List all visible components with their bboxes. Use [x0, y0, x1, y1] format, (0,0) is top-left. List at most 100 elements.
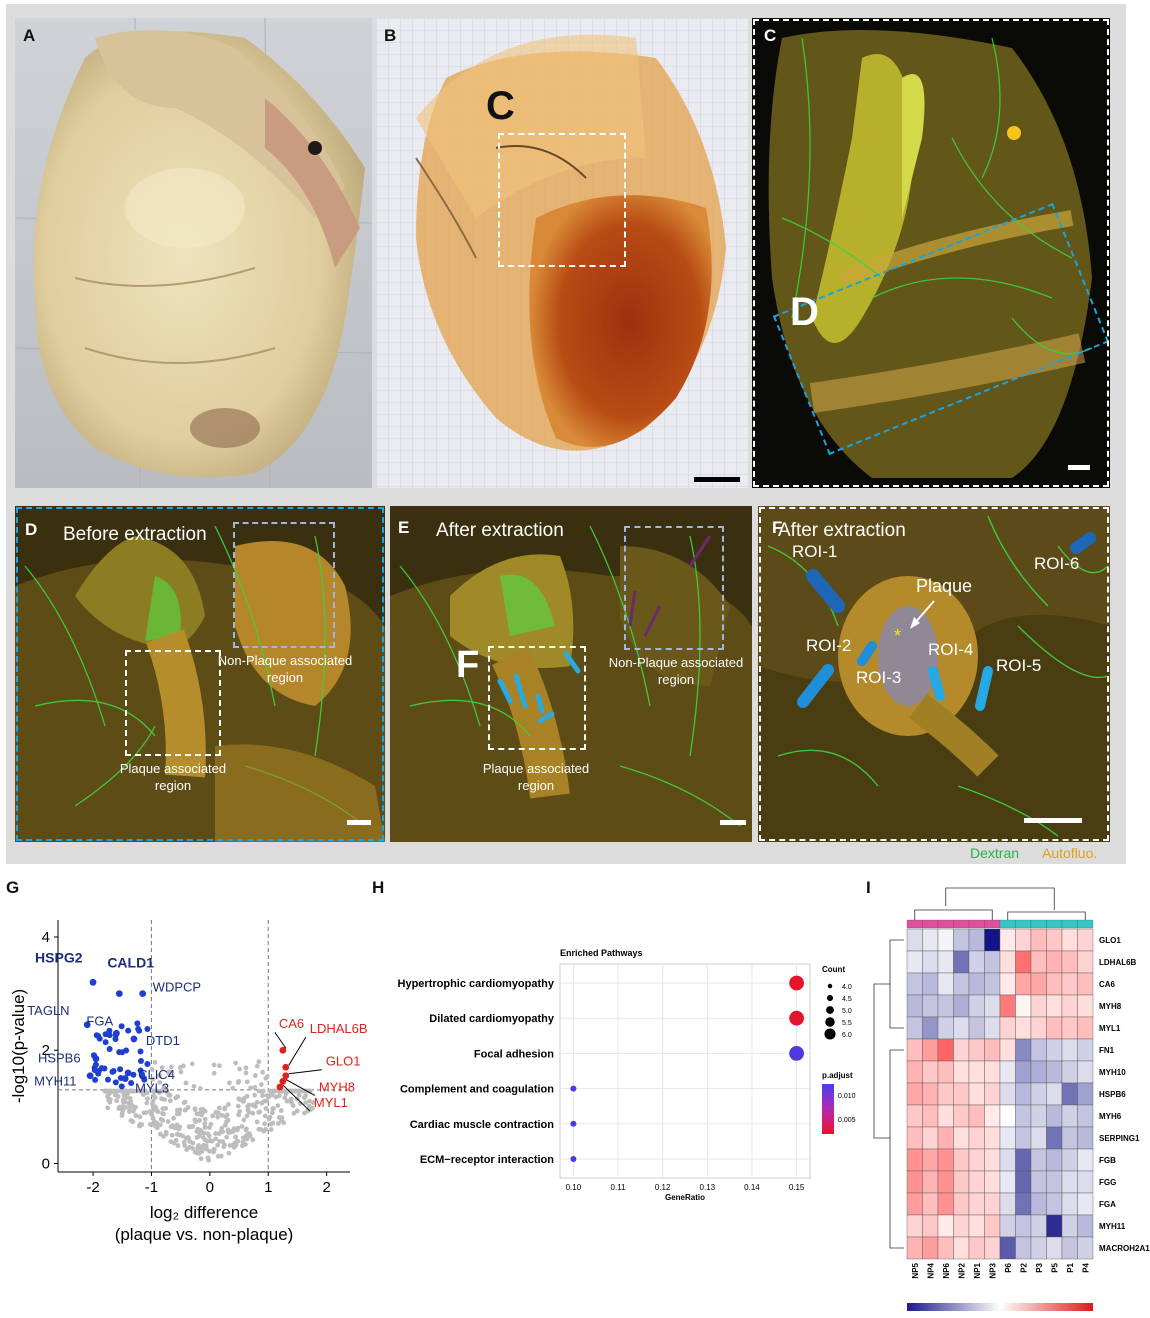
heatmap-cell: [1061, 1236, 1078, 1260]
nonsig-point: [151, 1088, 157, 1094]
nonsig-point: [154, 1108, 160, 1114]
heatmap-cell: [922, 972, 939, 996]
heatmap-cell: [984, 928, 1001, 952]
nonsig-point: [244, 1113, 250, 1119]
down-point: [112, 1079, 119, 1086]
nonsig-point: [167, 1069, 172, 1075]
heatmap-cell: [922, 1192, 939, 1216]
nonsig-point: [252, 1073, 258, 1078]
heatmap-cell: [1015, 1126, 1032, 1150]
row-label: FGA: [1099, 1200, 1116, 1209]
labeled-down-point: [89, 978, 97, 986]
nonsig-point: [116, 1106, 122, 1111]
heatmap-cell: [968, 1214, 985, 1238]
heatmap-cell: [953, 1060, 970, 1084]
nonsig-point: [213, 1109, 219, 1115]
nonsig-point: [161, 1084, 167, 1090]
gene-label-down: DTD1: [146, 1033, 180, 1048]
down-point: [125, 1027, 132, 1034]
pathway-label: Hypertrophic cardiomyopathy: [398, 978, 555, 990]
scale-bar: [720, 820, 746, 825]
heatmap-cell: [1061, 1038, 1078, 1062]
gene-label-down: HSPB6: [38, 1051, 81, 1066]
nonsig-point: [262, 1113, 268, 1119]
heatmap-cell: [1015, 994, 1032, 1018]
down-point: [130, 1071, 137, 1078]
nonsig-point: [144, 1100, 150, 1106]
nonsig-point: [256, 1088, 262, 1094]
nonsig-point: [279, 1118, 284, 1123]
nonsig-point: [254, 1119, 260, 1125]
panel-f-title: After extraction: [778, 520, 906, 541]
nonsig-point: [240, 1135, 246, 1141]
nonsig-point: [184, 1147, 190, 1152]
down-point: [135, 1025, 142, 1032]
nonsig-point: [122, 1105, 128, 1110]
nonsig-point: [233, 1060, 239, 1066]
dendrogram-branch: [889, 1049, 904, 1249]
heatmap-cell: [999, 1236, 1016, 1260]
nonsig-point: [192, 1149, 198, 1155]
nonsig-point: [197, 1086, 203, 1091]
heatmap-cell: [1061, 928, 1078, 952]
heatmap-cell: [953, 1126, 970, 1150]
heatmap-cell: [999, 1060, 1016, 1084]
panel-label-i: I: [866, 878, 871, 897]
heatmap-cell: [1046, 928, 1063, 952]
nonsig-point: [294, 1108, 300, 1114]
nonsig-point: [310, 1105, 315, 1111]
heatmap-cell: [1030, 1038, 1047, 1062]
heatmap-cell: [906, 1016, 923, 1040]
group-annotation-cell: [906, 919, 923, 929]
nonsig-point: [287, 1088, 293, 1094]
heatmap-cell: [1030, 1016, 1047, 1040]
nonsig-point: [160, 1111, 166, 1116]
heatmap-cell: [1061, 1016, 1078, 1040]
down-point: [92, 1076, 99, 1083]
panel-a-heart-photo: A: [15, 18, 372, 488]
down-point: [144, 1025, 151, 1032]
nonsig-point: [233, 1134, 238, 1140]
group-annotation-cell: [1046, 919, 1063, 929]
nonsig-point: [159, 1065, 165, 1071]
nonsig-point: [245, 1104, 251, 1109]
x-tick-label: 1: [264, 1179, 272, 1196]
nonsig-point: [107, 1097, 113, 1102]
color-scale-bar: [907, 1303, 1093, 1311]
nonsig-point: [307, 1098, 313, 1104]
heatmap-cell: [999, 928, 1016, 952]
heatmap-cell: [984, 1016, 1001, 1040]
panel-c-fluorescence: D C: [752, 18, 1110, 488]
down-point: [118, 1023, 125, 1030]
panel-e-title: After extraction: [436, 520, 564, 541]
nonsig-point: [150, 1105, 156, 1110]
heatmap-cell: [906, 1148, 923, 1172]
heatmap-cell: [906, 1236, 923, 1260]
nonsig-point: [131, 1107, 137, 1113]
y-tick-label: 0: [42, 1156, 50, 1173]
nonsig-point: [113, 1092, 118, 1098]
heatmap-cell: [1030, 1236, 1047, 1260]
row-label: MYH10: [1099, 1068, 1126, 1077]
heatmap-cell: [937, 972, 954, 996]
nonsig-point: [167, 1098, 173, 1104]
nonsig-point: [209, 1138, 215, 1144]
non-plaque-region-box: [233, 522, 335, 648]
x-axis-sublabel: (plaque vs. non-plaque): [115, 1225, 294, 1244]
down-point: [104, 1076, 111, 1083]
labeled-down-point: [86, 1072, 94, 1080]
fluorescence-image-c: [768, 30, 1093, 478]
nonsig-point: [263, 1106, 269, 1111]
heatmap-cell: [1061, 994, 1078, 1018]
nonsig-point: [243, 1070, 249, 1076]
down-point: [144, 1060, 151, 1067]
panel-e-after-extraction: After extraction F Non-Plaque associated…: [390, 506, 752, 842]
heatmap-cell: [937, 1148, 954, 1172]
column-label: NP4: [926, 1262, 935, 1278]
panel-label-h: H: [372, 878, 385, 897]
nonsig-point: [152, 1059, 158, 1065]
nonsig-point: [221, 1144, 227, 1150]
heatmap-cell: [953, 1016, 970, 1040]
group-annotation-cell: [1061, 919, 1078, 929]
heatmap-cell: [1015, 1082, 1032, 1106]
